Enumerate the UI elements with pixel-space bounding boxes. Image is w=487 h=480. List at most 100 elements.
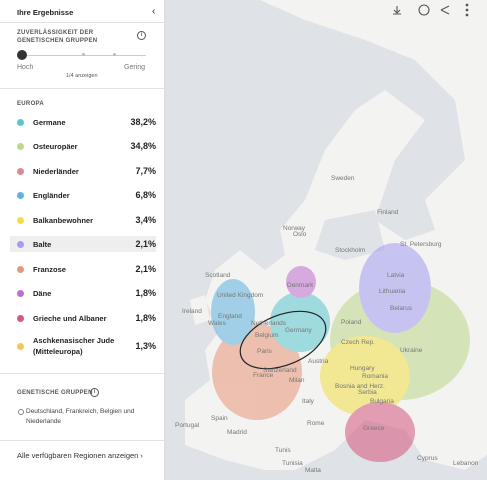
slider-low: Hoch bbox=[17, 64, 34, 71]
color-dot bbox=[17, 342, 24, 350]
region-row[interactable]: Osteuropäer 34,8% bbox=[10, 138, 156, 154]
map-label: Bosnia and Herz. bbox=[335, 383, 385, 390]
map-label: Lebanon bbox=[453, 460, 479, 467]
region-blob bbox=[359, 243, 431, 333]
region-row[interactable]: Balkanbewohner 3,4% bbox=[10, 212, 156, 228]
region-row[interactable]: Niederländer 7,7% bbox=[10, 163, 156, 179]
region-row[interactable]: Franzose 2,1% bbox=[10, 261, 156, 277]
map-label: Ireland bbox=[182, 308, 202, 315]
all-regions-link[interactable]: Alle verfügbaren Regionen anzeigen › bbox=[17, 451, 143, 460]
map-label: Tunisia bbox=[282, 460, 303, 467]
info-icon[interactable]: i bbox=[90, 388, 99, 397]
region-percent: 1,8% bbox=[135, 288, 156, 298]
map-label: Tunis bbox=[275, 447, 291, 454]
map-label: Czech Rep. bbox=[341, 339, 375, 346]
map-label: Ukraine bbox=[400, 347, 423, 354]
map-label: Norway bbox=[283, 225, 306, 232]
map-label: Bulgaria bbox=[370, 398, 394, 405]
map-label: Finland bbox=[377, 209, 399, 216]
map-label: Greece bbox=[363, 425, 385, 432]
region-title: EUROPA bbox=[17, 101, 45, 107]
info-icon[interactable]: i bbox=[137, 31, 146, 40]
region-row[interactable]: Grieche und Albaner 1,8% bbox=[10, 310, 156, 326]
color-dot bbox=[17, 167, 24, 175]
region-name: Osteuropäer bbox=[33, 141, 78, 151]
map-label: Portugal bbox=[175, 422, 200, 429]
play-icon[interactable] bbox=[418, 4, 430, 16]
map-label: Malta bbox=[305, 467, 321, 474]
reliability-label: ZUVERLÄSSIGKEIT DER GENETISCHEN GRUPPEN bbox=[17, 30, 98, 44]
map-label: Hungary bbox=[350, 365, 375, 372]
groups-title: GENETISCHE GRUPPEN bbox=[17, 390, 93, 396]
slider-step bbox=[82, 53, 85, 56]
more-icon[interactable] bbox=[465, 13, 469, 17]
region-name: Balkanbewohner bbox=[33, 215, 94, 225]
map-label: Lithuania bbox=[379, 288, 406, 295]
share-icon[interactable] bbox=[440, 5, 450, 15]
map-label: Belgium bbox=[255, 332, 278, 339]
panel-title: Ihre Ergebnisse bbox=[17, 8, 74, 17]
color-dot bbox=[17, 118, 24, 126]
map-label: Cyprus bbox=[417, 455, 438, 462]
slider-thumb[interactable] bbox=[17, 50, 27, 60]
region-name: Franzose bbox=[33, 264, 66, 274]
divider bbox=[0, 373, 164, 374]
map-label: St. Petersburg bbox=[400, 241, 442, 248]
land bbox=[190, 295, 210, 325]
region-name: Balte bbox=[33, 239, 52, 249]
region-name: Engländer bbox=[33, 190, 70, 200]
region-row[interactable]: Engländer 6,8% bbox=[10, 187, 156, 203]
region-percent: 3,4% bbox=[135, 215, 156, 225]
group-bullet bbox=[18, 409, 24, 415]
region-percent: 1,3% bbox=[135, 341, 156, 351]
region-percent: 38,2% bbox=[130, 117, 156, 127]
divider bbox=[0, 22, 164, 23]
divider bbox=[0, 88, 164, 89]
map: Sweden Finland Norway Latvia Lithuania Belaru… bbox=[165, 0, 487, 480]
groups-text: Deutschland, Frankreich, Belgien und Nie… bbox=[26, 408, 135, 425]
region-blob bbox=[320, 336, 410, 416]
map-label: Paris bbox=[257, 348, 273, 355]
region-row[interactable]: Däne 1,8% bbox=[10, 285, 156, 301]
region-blob bbox=[270, 292, 330, 352]
all-regions-text: Alle verfügbaren Regionen anzeigen bbox=[17, 451, 139, 460]
map-label: Oslo bbox=[293, 231, 307, 238]
map-label: United Kingdom bbox=[217, 292, 263, 299]
map-label: Belarus bbox=[390, 305, 413, 312]
map-label: Sweden bbox=[331, 175, 355, 182]
download-icon[interactable] bbox=[393, 6, 401, 15]
region-row[interactable]: Aschkenasischer Jude (Mitteleuropa) 1,3% bbox=[10, 333, 156, 359]
region-name: Däne bbox=[33, 288, 52, 298]
map-label: Wales bbox=[208, 320, 227, 327]
region-percent: 34,8% bbox=[130, 141, 156, 151]
map-label: Romania bbox=[362, 373, 388, 380]
more-icon[interactable] bbox=[465, 8, 469, 12]
map-label: Milan bbox=[289, 377, 305, 384]
region-percent: 7,7% bbox=[135, 166, 156, 176]
collapse-button[interactable]: ‹ bbox=[152, 6, 156, 17]
slider-high: Gering bbox=[124, 64, 146, 71]
map-label: Netherlands bbox=[251, 320, 287, 327]
region-percent: 2,1% bbox=[135, 264, 156, 274]
color-dot bbox=[17, 216, 24, 224]
map-label: Denmark bbox=[287, 282, 314, 289]
divider bbox=[0, 440, 164, 441]
region-row[interactable]: Germane 38,2% bbox=[10, 114, 156, 130]
results-panel: Ihre Ergebnisse ‹ ZUVERLÄSSIGKEIT DER GE… bbox=[0, 0, 165, 480]
color-dot bbox=[17, 240, 24, 248]
show-link[interactable]: 1/4 anzeigen bbox=[66, 73, 98, 79]
map-label: Scotland bbox=[205, 272, 231, 279]
region-row[interactable]: Balte 2,1% bbox=[10, 236, 156, 252]
more-icon[interactable] bbox=[465, 3, 469, 7]
map-label: Latvia bbox=[387, 272, 405, 279]
map-label: Italy bbox=[302, 398, 315, 405]
region-blob bbox=[286, 266, 316, 298]
color-dot bbox=[17, 142, 24, 150]
slider-step bbox=[113, 53, 116, 56]
map-labels: Sweden Finland Norway Latvia Lithuania Belaru… bbox=[175, 175, 479, 474]
region-percent: 1,8% bbox=[135, 313, 156, 323]
color-dot bbox=[17, 265, 24, 273]
map-label: Rome bbox=[307, 420, 325, 427]
region-name: Germane bbox=[33, 117, 66, 127]
